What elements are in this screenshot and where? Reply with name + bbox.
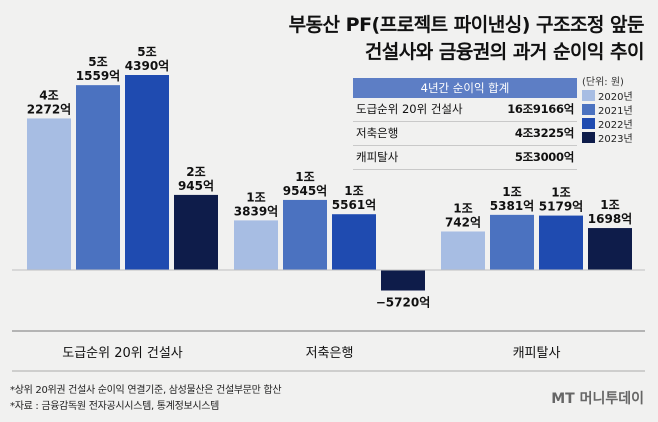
- bar: [441, 231, 485, 270]
- legend-item: 2023년: [582, 130, 633, 145]
- bar: [234, 220, 278, 270]
- data-label: 5381억: [490, 199, 534, 213]
- bar: [539, 215, 583, 270]
- legend-label: 2023년: [598, 133, 633, 145]
- unit-label: (단위: 원): [582, 77, 624, 88]
- data-label: 742억: [445, 215, 481, 229]
- bar: [588, 228, 632, 270]
- data-label: 1559억: [76, 69, 120, 83]
- bar: [76, 85, 120, 270]
- legend-swatch: [582, 89, 595, 101]
- legend-item: 2020년: [582, 88, 633, 103]
- summary-row-value: 16조9166억: [507, 102, 574, 116]
- summary-row-value: 5조3000억: [514, 150, 574, 164]
- data-label: 1조: [344, 184, 363, 198]
- summary-row-name: 도급순위 20위 건설사: [356, 102, 463, 116]
- summary-table: 4년간 순이익 합계 도급순위 20위 건설사 16조9166억 저축은행 4조…: [353, 78, 577, 170]
- legend-swatch: [582, 131, 595, 143]
- legend-label: 2022년: [598, 119, 633, 131]
- data-label: −5720억: [376, 296, 431, 310]
- bar: [283, 199, 327, 270]
- legend: 2020년 2021년 2022년 2023년: [582, 88, 633, 145]
- category-label: 캐피탈사: [513, 346, 561, 361]
- bar: [27, 118, 71, 270]
- data-label: 4조: [39, 88, 58, 102]
- footnote-1: *상위 20위권 건설사 순이익 연결기준, 삼성물산은 건설부문만 합산: [10, 385, 282, 396]
- data-label: 5조: [88, 55, 107, 69]
- data-label: 1조: [453, 201, 472, 215]
- legend-swatch: [582, 103, 595, 115]
- data-label: 2272억: [27, 102, 71, 116]
- bar: [332, 214, 376, 270]
- bar: [125, 75, 169, 270]
- bar: [174, 194, 218, 270]
- data-label: 5179억: [539, 200, 583, 214]
- data-label: 1698억: [588, 212, 632, 226]
- data-label: 9545억: [283, 184, 327, 198]
- chart-title-line1: 부동산 PF(프로젝트 파이낸싱) 구조조정 앞둔: [288, 14, 645, 36]
- data-label: 3839억: [234, 204, 278, 218]
- data-label: 4390억: [125, 59, 169, 73]
- data-label: 945억: [178, 179, 214, 193]
- summary-row: 저축은행 4조3225억: [353, 122, 577, 146]
- summary-row-name: 캐피탈사: [356, 150, 399, 164]
- data-label: 5561억: [332, 198, 376, 212]
- chart-title-line2: 건설사와 금융권의 과거 순이익 추이: [364, 41, 645, 63]
- data-label: 2조: [186, 165, 205, 179]
- legend-item: 2022년: [582, 116, 633, 131]
- summary-row: 캐피탈사 5조3000억: [353, 146, 577, 170]
- data-label: 5조: [137, 45, 156, 59]
- legend-label: 2020년: [598, 91, 633, 103]
- publisher-logo: MT 머니투데이: [551, 391, 644, 407]
- legend-swatch: [582, 117, 595, 129]
- data-label: 1조: [246, 190, 265, 204]
- summary-row-value: 4조3225억: [514, 126, 574, 140]
- footnote-2: *자료 : 금융감독원 전자공시시스템, 통계정보시스템: [10, 401, 220, 412]
- summary-row-name: 저축은행: [356, 126, 399, 140]
- summary-row: 도급순위 20위 건설사 16조9166억: [353, 98, 577, 122]
- data-label: 1조: [502, 185, 521, 199]
- category-label: 도급순위 20위 건설사: [62, 346, 183, 361]
- legend-item: 2021년: [582, 102, 633, 117]
- bar: [490, 214, 534, 270]
- bar: [381, 270, 425, 291]
- data-label: 1조: [551, 186, 570, 200]
- data-label: 1조: [600, 198, 619, 212]
- category-label: 저축은행: [306, 345, 354, 361]
- data-label: 1조: [295, 170, 314, 184]
- summary-header: 4년간 순이익 합계: [353, 78, 577, 98]
- legend-label: 2021년: [598, 105, 633, 117]
